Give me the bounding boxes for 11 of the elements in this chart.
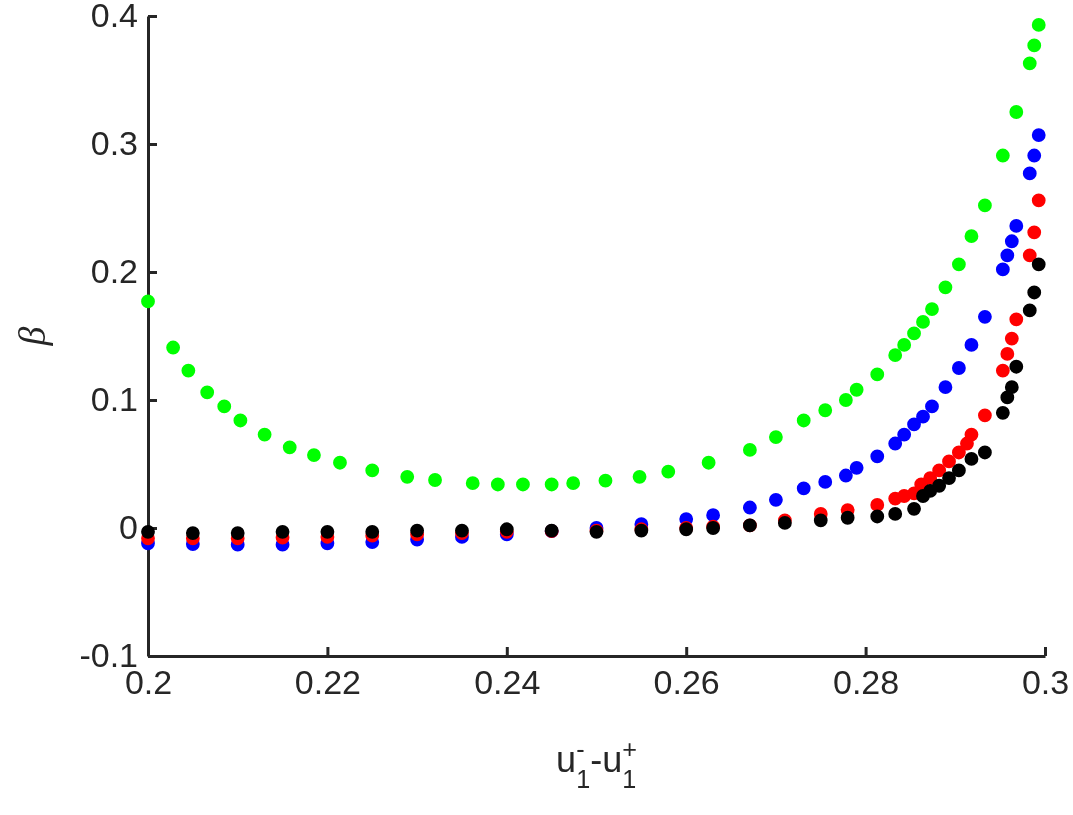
y-tick-label: 0.1 xyxy=(90,380,138,419)
x-tick-label: 0.28 xyxy=(833,663,900,702)
x-tick-label: 0.24 xyxy=(474,663,541,702)
y-axis-title: β xyxy=(11,326,53,347)
y-tick-label: 0.2 xyxy=(90,252,138,291)
y-tick-label: 0.3 xyxy=(90,124,138,163)
x-tick-label: 0.22 xyxy=(294,663,361,702)
y-tick-label: 0.4 xyxy=(90,0,138,35)
x-tick-label: 0.26 xyxy=(653,663,720,702)
y-tick-label: 0 xyxy=(119,508,138,547)
x-tick-label: 0.3 xyxy=(1021,663,1070,702)
